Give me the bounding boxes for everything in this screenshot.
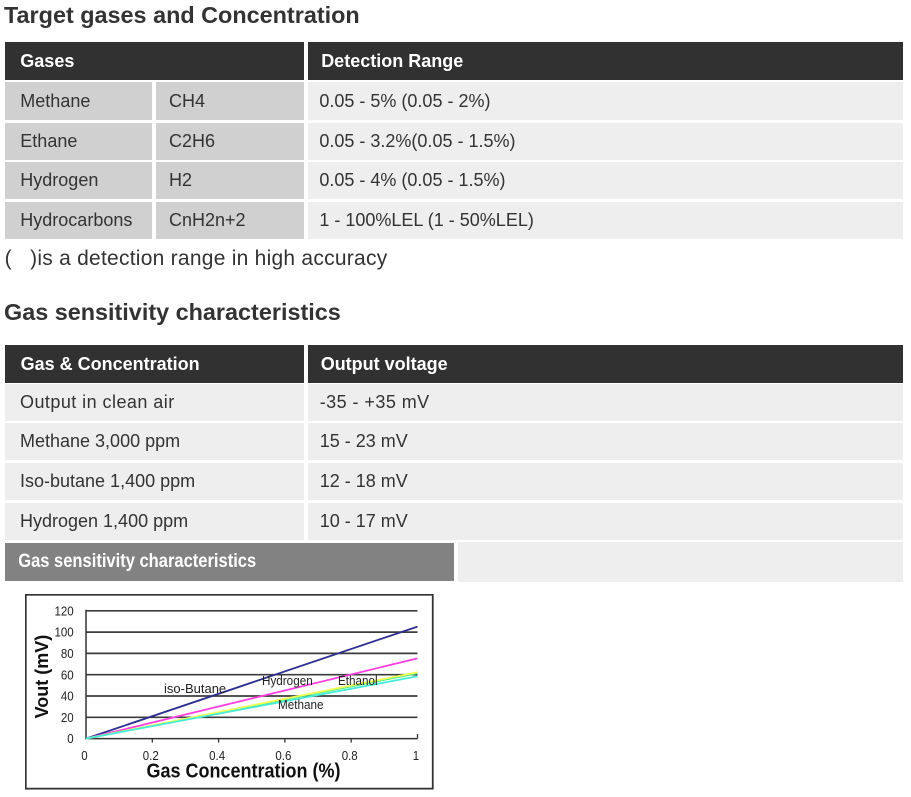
svg-text:100: 100 bbox=[55, 625, 74, 640]
svg-text:0.6: 0.6 bbox=[275, 749, 291, 764]
svg-text:120: 120 bbox=[55, 604, 74, 619]
svg-text:Gas Concentration (%): Gas Concentration (%) bbox=[147, 761, 341, 783]
svg-text:40: 40 bbox=[61, 689, 74, 704]
svg-text:Ethanol: Ethanol bbox=[338, 673, 378, 688]
svg-text:60: 60 bbox=[61, 668, 74, 683]
svg-text:0.8: 0.8 bbox=[342, 749, 358, 764]
svg-text:20: 20 bbox=[61, 710, 74, 725]
svg-text:1: 1 bbox=[413, 749, 420, 764]
svg-text:80: 80 bbox=[61, 647, 74, 662]
svg-text:iso-Butane: iso-Butane bbox=[164, 681, 226, 696]
svg-text:0.4: 0.4 bbox=[209, 749, 225, 764]
svg-text:0: 0 bbox=[81, 749, 88, 764]
svg-text:Hydrogen: Hydrogen bbox=[262, 673, 313, 688]
svg-text:Methane: Methane bbox=[278, 697, 324, 712]
svg-text:0.2: 0.2 bbox=[143, 749, 159, 764]
svg-text:0: 0 bbox=[67, 732, 74, 747]
svg-text:Vout (mV): Vout (mV) bbox=[32, 635, 52, 719]
